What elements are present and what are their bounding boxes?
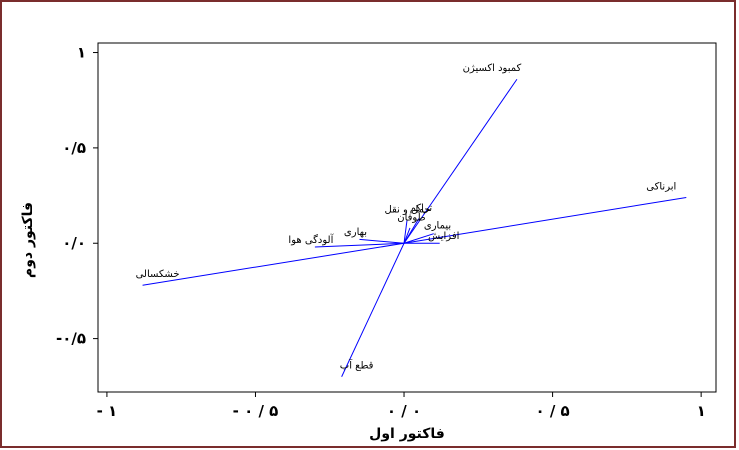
y-tick-label: ۱: [77, 44, 86, 62]
loading-vector: [403, 196, 687, 244]
x-tick-label: - ۱: [97, 402, 118, 420]
loading-vector: [403, 218, 420, 244]
y-tick-label: ۰/۵: [62, 139, 86, 157]
vector-label: ابرناکی: [646, 181, 676, 192]
loading-vector: [359, 238, 405, 244]
vector-label: قطع آب: [340, 359, 374, 372]
vector-label: خشکسالی: [136, 269, 180, 280]
y-axis-label: فاکتور دوم: [20, 202, 36, 278]
y-tick-label: ۰/۰: [62, 234, 86, 252]
x-tick-label: ۰ / ۰: [387, 402, 421, 420]
x-tick-label: - ۰ / ۵: [233, 402, 279, 420]
loading-vector: [403, 227, 411, 244]
loading-vector: [341, 243, 405, 377]
x-tick-label: ۰ / ۵: [535, 402, 569, 420]
plot-frame: [97, 42, 717, 393]
loading-vector: [403, 78, 518, 244]
vector-label: بهاری: [344, 227, 367, 238]
vector-labels: کمبود اکسیژن ابرناکی خشکسالی قطع آب آلودگی ه…: [136, 63, 677, 372]
vector-label: افزایش: [428, 231, 459, 242]
vector-label: کمبود اکسیژن: [463, 63, 522, 74]
loading-vector: [403, 220, 408, 244]
x-axis-ticks: - ۱ - ۰ / ۵ ۰ / ۰ ۰ / ۵ ۱: [97, 392, 706, 420]
x-axis-label: فاکتور اول: [369, 426, 445, 442]
loading-vector: [314, 242, 405, 248]
y-axis-ticks: ۱ ۰/۵ ۰/۰ -۰/۵: [56, 44, 98, 348]
vector-label: آلودگی هوا: [288, 233, 334, 246]
vector-label: بیماری: [424, 220, 451, 231]
loading-vectors: [142, 78, 687, 377]
vector-label: حمل و نقل: [384, 204, 430, 215]
x-tick-label: ۱: [697, 402, 706, 420]
loading-vector: [142, 242, 405, 286]
vector-label: تراکم: [410, 203, 433, 214]
vector-label: طوفان: [397, 212, 425, 223]
y-tick-label: -۰/۵: [56, 330, 86, 348]
loading-vector: [403, 233, 434, 244]
